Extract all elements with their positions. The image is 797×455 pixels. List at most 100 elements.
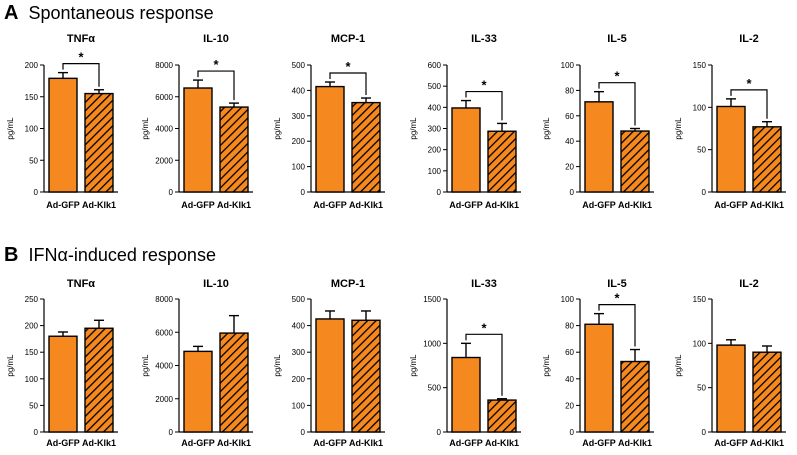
bar-ad-klk1 — [620, 360, 650, 433]
y-tick-label: 100 — [561, 61, 575, 70]
chart-title: IL-33 — [471, 278, 497, 290]
significance-bracket — [465, 333, 503, 396]
chart-title: IL-2 — [739, 278, 759, 290]
category-label: Ad-GFP — [449, 200, 483, 210]
y-tick-label: 0 — [570, 188, 575, 197]
bar-ad-klk1 — [620, 130, 650, 193]
y-axis-label: pg/mL — [674, 117, 683, 140]
y-tick-label: 0 — [34, 428, 39, 437]
bar-ad-gfp — [48, 77, 78, 193]
bar-ad-gfp — [451, 107, 481, 193]
y-axis-label: pg/mL — [141, 117, 150, 140]
y-tick-label: 100 — [292, 163, 306, 172]
category-label: Ad-Klk1 — [485, 438, 519, 448]
chart-title: MCP-1 — [331, 33, 365, 45]
y-axis-label: pg/mL — [409, 117, 418, 140]
y-tick-label: 80 — [565, 86, 574, 95]
category-label: Ad-GFP — [181, 200, 215, 210]
category-label: Ad-Klk1 — [618, 438, 652, 448]
y-tick-label: 50 — [697, 146, 706, 155]
significance-star: * — [481, 320, 487, 335]
y-tick-label: 60 — [565, 348, 574, 357]
y-axis-label: pg/mL — [6, 117, 15, 140]
y-tick-label: 600 — [428, 61, 442, 70]
y-tick-label: 8000 — [155, 61, 173, 70]
significance-star: * — [213, 57, 219, 72]
y-axis-label: pg/mL — [674, 354, 683, 377]
y-tick-label: 1000 — [423, 339, 441, 348]
bar-ad-klk1 — [84, 92, 114, 193]
category-label: Ad-Klk1 — [485, 200, 519, 210]
chart-a-tnf-: TNFα 0 50 100 150 200 pg/mL Ad-GFP Ad-Klk1 * — [6, 33, 118, 210]
significance-star: * — [614, 291, 620, 306]
bar-ad-klk1 — [219, 106, 249, 193]
y-tick-label: 0 — [301, 428, 306, 437]
significance-bracket — [730, 89, 768, 119]
y-tick-label: 4000 — [155, 362, 173, 371]
y-tick-label: 0 — [702, 428, 707, 437]
chart-title: IL-10 — [203, 33, 229, 45]
y-tick-label: 200 — [25, 61, 39, 70]
y-tick-label: 100 — [693, 339, 707, 348]
y-tick-label: 100 — [25, 375, 39, 384]
y-tick-label: 6000 — [155, 93, 173, 102]
y-axis-label: pg/mL — [141, 354, 150, 377]
y-tick-label: 6000 — [155, 328, 173, 337]
bar-ad-gfp — [48, 335, 78, 433]
y-tick-label: 200 — [292, 137, 306, 146]
y-tick-label: 400 — [428, 103, 442, 112]
category-label: Ad-Klk1 — [750, 200, 784, 210]
significance-star: * — [345, 59, 351, 74]
chart-b-tnf-: TNFα 0 50 100 150 200 250 pg/mL Ad-GFP Ad-Klk1 — [6, 278, 118, 448]
panel-b-header: B IFNα-induced response — [4, 244, 216, 267]
y-tick-label: 40 — [565, 137, 574, 146]
category-label: Ad-Klk1 — [349, 200, 383, 210]
significance-bracket — [329, 72, 367, 96]
category-label: Ad-Klk1 — [349, 438, 383, 448]
y-tick-label: 0 — [169, 428, 174, 437]
significance-bracket — [197, 70, 235, 101]
chart-a-il-33: IL-33 0 100 200 300 400 500 600 pg/mL Ad-GFP Ad-Kl… — [409, 33, 521, 210]
y-tick-label: 150 — [693, 61, 707, 70]
y-axis-label: pg/mL — [542, 354, 551, 377]
y-tick-label: 500 — [428, 384, 442, 393]
chart-b-il-10: IL-10 0 2000 4000 6000 8000 pg/mL Ad-GFP Ad-Klk1 — [141, 278, 253, 448]
y-tick-label: 150 — [25, 93, 39, 102]
significance-bracket — [598, 82, 636, 126]
y-tick-label: 500 — [292, 61, 306, 70]
y-tick-label: 100 — [561, 295, 575, 304]
chart-title: IL-2 — [739, 33, 759, 45]
y-tick-label: 20 — [565, 163, 574, 172]
y-tick-label: 4000 — [155, 125, 173, 134]
y-tick-label: 0 — [301, 188, 306, 197]
significance-bracket — [598, 304, 636, 347]
category-label: Ad-GFP — [449, 438, 483, 448]
y-tick-label: 80 — [565, 322, 574, 331]
y-tick-label: 2000 — [155, 395, 173, 404]
category-label: Ad-GFP — [313, 200, 347, 210]
y-axis-label: pg/mL — [409, 354, 418, 377]
category-label: Ad-GFP — [46, 200, 80, 210]
y-tick-label: 300 — [428, 125, 442, 134]
y-tick-label: 200 — [428, 146, 442, 155]
y-tick-label: 500 — [428, 82, 442, 91]
y-tick-label: 200 — [25, 322, 39, 331]
panel-a-header: A Spontaneous response — [4, 2, 214, 25]
significance-star: * — [746, 76, 752, 91]
y-tick-label: 1500 — [423, 295, 441, 304]
bar-ad-klk1 — [487, 130, 517, 193]
panel-b-letter: B — [4, 244, 19, 266]
category-label: Ad-GFP — [181, 438, 215, 448]
bar-ad-gfp — [716, 344, 746, 433]
y-axis-label: pg/mL — [273, 117, 282, 140]
y-tick-label: 300 — [292, 112, 306, 121]
y-axis-label: pg/mL — [273, 354, 282, 377]
chart-b-il-2: IL-2 0 50 100 150 pg/mL Ad-GFP Ad-Klk1 — [674, 278, 786, 448]
significance-bracket — [62, 63, 100, 87]
y-tick-label: 400 — [292, 86, 306, 95]
bar-ad-gfp — [315, 85, 345, 193]
category-label: Ad-GFP — [313, 438, 347, 448]
category-label: Ad-Klk1 — [217, 200, 251, 210]
y-tick-label: 150 — [25, 348, 39, 357]
